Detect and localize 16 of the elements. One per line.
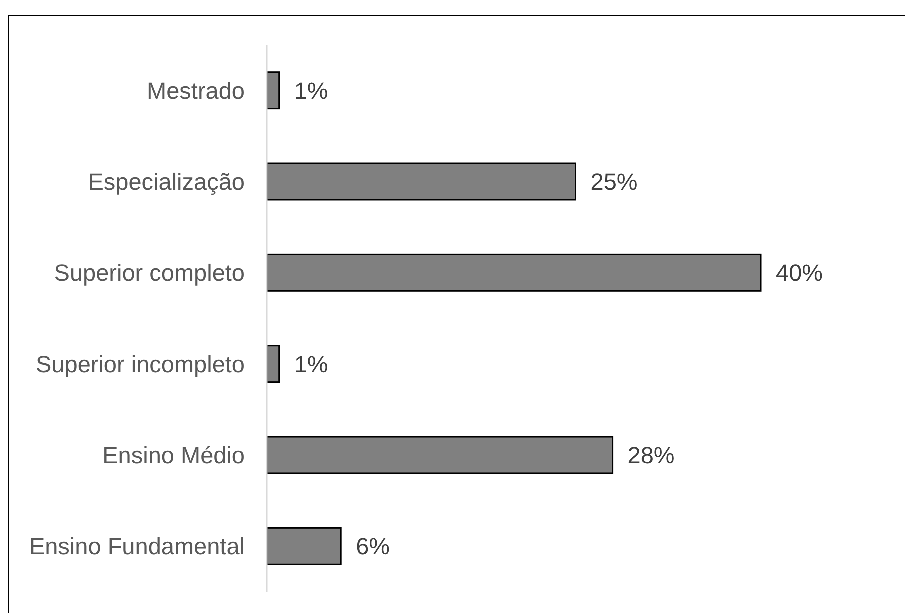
y-tick-label: Ensino Médio bbox=[102, 442, 245, 468]
data-label: 1% bbox=[294, 78, 328, 104]
bar bbox=[266, 436, 614, 474]
bar bbox=[266, 527, 342, 566]
y-tick-label: Superior completo bbox=[54, 260, 245, 286]
data-label: 40% bbox=[776, 260, 824, 286]
bar bbox=[266, 162, 576, 201]
data-label: 6% bbox=[356, 534, 390, 560]
data-label: 25% bbox=[590, 168, 638, 195]
y-tick-label: Especialização bbox=[88, 168, 245, 195]
data-label: 1% bbox=[294, 351, 328, 378]
y-tick-label: Mestrado bbox=[147, 78, 245, 104]
data-label: 28% bbox=[628, 442, 675, 468]
bar bbox=[266, 254, 762, 292]
y-tick-label: Ensino Fundamental bbox=[29, 534, 245, 560]
y-tick-label: Superior incompleto bbox=[36, 351, 245, 378]
